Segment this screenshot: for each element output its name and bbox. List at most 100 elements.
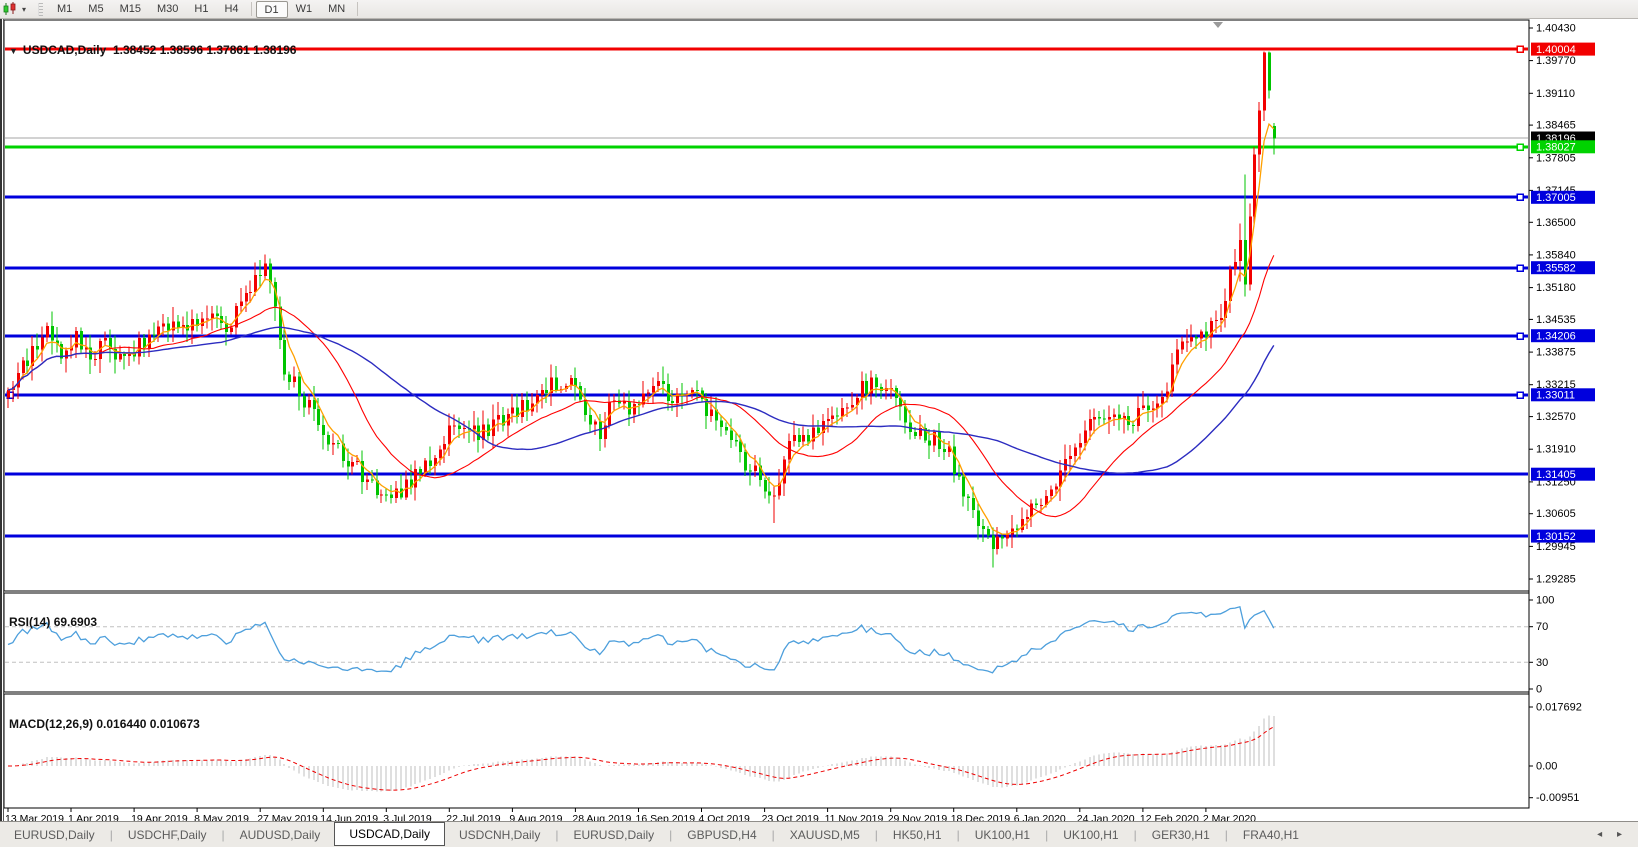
shift-marker-icon[interactable]	[1213, 22, 1223, 28]
svg-text:3 Jul 2019: 3 Jul 2019	[383, 813, 432, 821]
svg-text:1.29285: 1.29285	[1536, 574, 1576, 586]
tab-separator: |	[221, 827, 225, 842]
chart-tab-usdchf-daily[interactable]: USDCHF,Daily	[127, 827, 207, 842]
chart-tab-usdcad-daily[interactable]: USDCAD,Daily	[334, 822, 445, 846]
price-axis: 1.404301.397701.391101.384651.378051.371…	[1529, 23, 1576, 586]
svg-text:1.30152: 1.30152	[1536, 531, 1576, 543]
window-left-edge	[0, 19, 4, 821]
svg-text:1.38465: 1.38465	[1536, 120, 1576, 132]
tab-separator: |	[1133, 827, 1137, 842]
svg-text:1.32570: 1.32570	[1536, 411, 1576, 423]
svg-text:100: 100	[1536, 595, 1554, 607]
ma-line-5	[7, 122, 1275, 535]
svg-text:1.35582: 1.35582	[1536, 263, 1576, 275]
ma-line-45	[7, 326, 1275, 475]
candles-layer[interactable]	[7, 51, 1276, 568]
rsi-value: 69.6903	[53, 615, 98, 629]
svg-text:1.39110: 1.39110	[1536, 88, 1575, 100]
svg-text:1.33215: 1.33215	[1536, 379, 1576, 391]
horizontal-level-lines[interactable]	[5, 45, 1528, 538]
tab-separator: |	[771, 827, 775, 842]
level-badge-1.37005: 1.37005	[1531, 190, 1595, 204]
svg-text:23 Oct 2019: 23 Oct 2019	[762, 813, 819, 821]
chevron-down-icon[interactable]: ▾	[22, 4, 27, 14]
timeframe-button-mn[interactable]: MN	[328, 2, 346, 15]
svg-text:1.39770: 1.39770	[1536, 55, 1576, 67]
svg-text:-0.00951: -0.00951	[1536, 792, 1579, 804]
toolbar-grip[interactable]	[38, 2, 44, 16]
chart-symbol: USDCAD,Daily	[22, 43, 107, 57]
chart-tabs-bar: EURUSD,Daily | USDCHF,Daily | AUDUSD,Daily US…	[0, 821, 1638, 847]
macd-values: 0.016440 0.010673	[96, 717, 200, 731]
timeframe-button-h1[interactable]: H1	[194, 2, 209, 15]
svg-text:24 Jan 2020: 24 Jan 2020	[1077, 813, 1135, 821]
svg-text:1 Apr 2019: 1 Apr 2019	[68, 813, 119, 821]
svg-text:0: 0	[1536, 684, 1542, 696]
svg-text:22 Jul 2019: 22 Jul 2019	[446, 813, 500, 821]
timeframe-button-m15[interactable]: M15	[119, 2, 141, 15]
tab-scroll-arrows[interactable]: ◂ ▸	[1597, 829, 1628, 840]
date-axis: 13 Mar 2019 1 Apr 2019 19 Apr 2019 8 May 20…	[5, 808, 1256, 821]
chart-tab-xauusd-m5[interactable]: XAUUSD,M5	[789, 827, 860, 842]
chart-canvas[interactable]: 1.404301.397701.391101.384651.378051.371…	[0, 19, 1638, 821]
level-badge-1.30152: 1.30152	[1531, 529, 1595, 543]
tab-separator: |	[874, 827, 878, 842]
rsi-line	[7, 605, 1275, 674]
svg-text:1.29945: 1.29945	[1536, 541, 1576, 553]
chart-tab-gbpusd-h4[interactable]: GBPUSD,H4	[687, 827, 757, 842]
svg-text:9 Aug 2019: 9 Aug 2019	[509, 813, 562, 821]
chart-tab-uk100-h1[interactable]: UK100,H1	[974, 827, 1031, 842]
svg-text:0.00: 0.00	[1536, 761, 1557, 773]
timeframe-button-m30[interactable]: M30	[156, 2, 179, 15]
svg-text:1.36500: 1.36500	[1536, 217, 1576, 229]
svg-text:18 Dec 2019: 18 Dec 2019	[951, 813, 1011, 821]
rsi-guides	[5, 626, 1528, 663]
candlestick-chart-icon[interactable]	[2, 2, 20, 17]
svg-text:1.30605: 1.30605	[1536, 508, 1576, 520]
ma-line-20	[7, 255, 1275, 518]
svg-text:27 May 2019: 27 May 2019	[257, 813, 318, 821]
svg-text:1.31405: 1.31405	[1536, 469, 1576, 481]
timeframe-button-h4[interactable]: H4	[224, 2, 239, 15]
chart-tab-audusd-daily[interactable]: AUDUSD,Daily	[239, 827, 321, 842]
macd-histogram	[12, 715, 1275, 792]
pane-borders	[3, 19, 1530, 809]
svg-text:6 Jan 2020: 6 Jan 2020	[1014, 813, 1066, 821]
svg-text:4 Oct 2019: 4 Oct 2019	[699, 813, 751, 821]
timeframe-button-m5[interactable]: M5	[88, 2, 104, 15]
rsi-axis: 100 70 30 0	[1529, 595, 1554, 696]
chart-tab-uk100-h1[interactable]: UK100,H1	[1063, 827, 1119, 842]
svg-text:12 Feb 2020: 12 Feb 2020	[1140, 813, 1199, 821]
tab-separator: |	[1045, 827, 1049, 842]
triangle-down-icon[interactable]: ▼	[9, 46, 18, 56]
tab-separator: |	[109, 827, 113, 842]
svg-text:30: 30	[1536, 657, 1548, 669]
svg-text:13 Mar 2019: 13 Mar 2019	[5, 813, 64, 821]
chart-tab-ger30-h1[interactable]: GER30,H1	[1151, 827, 1210, 842]
svg-text:11 Nov 2019: 11 Nov 2019	[825, 813, 884, 821]
chart-tab-eurusd-daily[interactable]: EURUSD,Daily	[14, 827, 95, 842]
macd-axis: 0.017692 0.00 -0.00951	[1529, 702, 1582, 804]
tab-separator: |	[956, 827, 960, 842]
chart-tab-fra40-h1[interactable]: FRA40,H1	[1242, 827, 1299, 842]
svg-text:1.31910: 1.31910	[1536, 444, 1576, 456]
chart-tab-usdcnh-daily[interactable]: USDCNH,Daily	[459, 827, 541, 842]
svg-text:0.017692: 0.017692	[1536, 702, 1582, 714]
svg-text:1.38027: 1.38027	[1536, 142, 1576, 154]
level-badge-1.35582: 1.35582	[1531, 261, 1595, 275]
chart-tab-eurusd-daily[interactable]: EURUSD,Daily	[573, 827, 655, 842]
svg-text:1.33875: 1.33875	[1536, 347, 1576, 359]
timeframe-button-w1[interactable]: W1	[295, 2, 313, 15]
chart-ohlc-values: 1.38452 1.38596 1.37861 1.38196	[112, 43, 297, 57]
chart-svg[interactable]: 1.404301.397701.391101.384651.378051.371…	[0, 19, 1638, 821]
timeframe-button-d1[interactable]: D1	[255, 0, 288, 18]
level-badge-1.31405: 1.31405	[1531, 467, 1595, 481]
chart-tab-hk50-h1[interactable]: HK50,H1	[892, 827, 942, 842]
svg-text:1.35180: 1.35180	[1536, 282, 1576, 294]
svg-text:1.34535: 1.34535	[1536, 314, 1576, 326]
timeframe-button-m1[interactable]: M1	[57, 2, 73, 15]
macd-signal-line	[8, 726, 1275, 791]
svg-text:1.37805: 1.37805	[1536, 152, 1576, 164]
macd-name: MACD(12,26,9)	[9, 717, 94, 731]
